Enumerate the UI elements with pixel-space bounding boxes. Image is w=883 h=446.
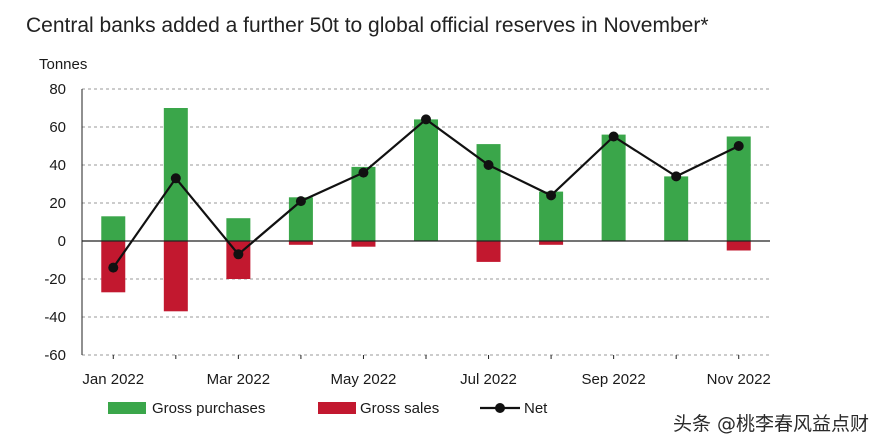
- bars-sales: [101, 241, 751, 312]
- net-point: [671, 171, 682, 182]
- y-tick-label: 60: [49, 119, 66, 136]
- y-tick-label: 20: [49, 195, 66, 212]
- net-point: [608, 131, 619, 142]
- bar-gross-purchases: [726, 136, 751, 241]
- x-tick-label: Jan 2022: [82, 371, 144, 388]
- bar-gross-purchases: [601, 134, 626, 241]
- legend-swatch-net-marker: [495, 403, 505, 413]
- watermark: 头条 @桃李春风益点财: [672, 413, 869, 435]
- chart-title: Central banks added a further 50t to glo…: [26, 14, 709, 37]
- net-point: [358, 167, 369, 178]
- bar-gross-sales: [351, 241, 376, 247]
- bar-gross-sales: [163, 241, 188, 312]
- y-axis-label: Tonnes: [39, 56, 87, 73]
- net-point: [546, 190, 557, 201]
- legend-label-net: Net: [524, 400, 548, 417]
- y-tick-label: -20: [44, 271, 66, 288]
- y-tick-label: 80: [49, 81, 66, 98]
- y-tick-label: 0: [58, 233, 66, 250]
- legend-label-sales: Gross sales: [360, 400, 439, 417]
- bar-gross-sales: [539, 241, 564, 245]
- y-tick-label: -40: [44, 309, 66, 326]
- x-tick-label: Nov 2022: [707, 371, 771, 388]
- y-tick-label: -60: [44, 347, 66, 364]
- legend-swatch-sales: [318, 402, 356, 414]
- legend: Gross purchases Gross sales Net: [108, 400, 548, 417]
- net-point: [295, 196, 306, 207]
- bar-gross-sales: [726, 241, 751, 251]
- net-point: [421, 114, 431, 125]
- net-point: [233, 249, 244, 260]
- bar-gross-sales: [476, 241, 501, 262]
- bar-gross-purchases: [414, 119, 438, 241]
- x-tick-label: Mar 2022: [207, 371, 270, 388]
- net-point: [733, 141, 744, 151]
- net-point: [483, 160, 494, 170]
- net-line-series: [108, 114, 744, 273]
- x-axis: Jan 2022 Mar 2022 May 2022 Jul 2022 Sep 2022…: [82, 355, 771, 388]
- bar-gross-purchases: [664, 176, 689, 241]
- bar-gross-purchases: [226, 218, 251, 241]
- y-axis: 80 60 40 20 0 -20 -40 -60 Tonnes: [39, 56, 87, 364]
- bar-gross-sales: [288, 241, 313, 245]
- net-point: [170, 173, 181, 184]
- bar-gross-purchases: [351, 166, 376, 241]
- x-tick-label: May 2022: [331, 371, 397, 388]
- legend-swatch-purchases: [108, 402, 146, 414]
- x-tick-label: Jul 2022: [460, 371, 517, 388]
- y-tick-label: 40: [49, 157, 66, 174]
- x-tick-label: Sep 2022: [582, 371, 646, 388]
- bar-gross-purchases: [101, 216, 126, 241]
- net-point: [108, 262, 119, 273]
- bars-purchases: [101, 108, 751, 241]
- legend-label-purchases: Gross purchases: [152, 400, 265, 417]
